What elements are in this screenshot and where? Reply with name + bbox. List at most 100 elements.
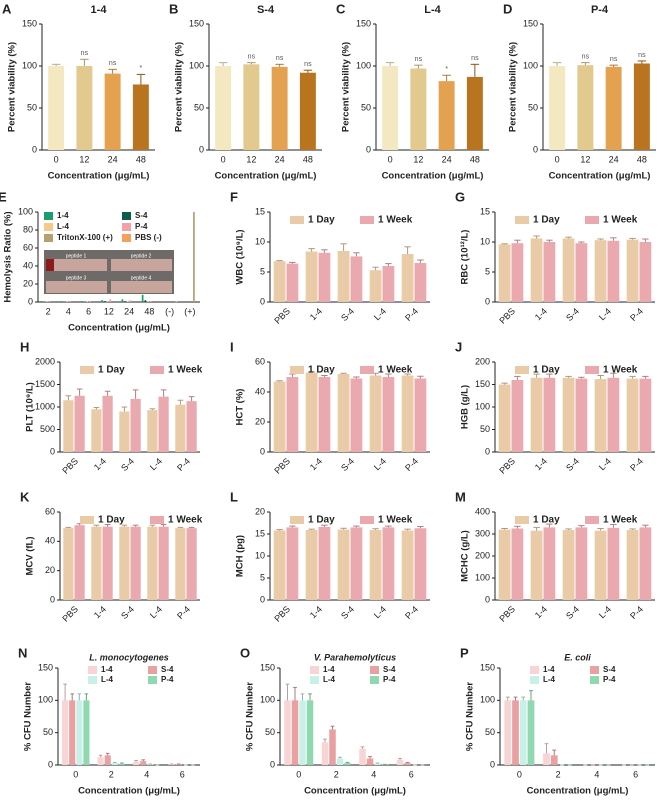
bar <box>104 755 111 765</box>
panel-letter: O <box>240 645 250 660</box>
bar <box>382 527 395 600</box>
bar <box>147 301 149 302</box>
legend-label: P-4 <box>603 675 616 684</box>
legend-label: 1 Day <box>98 365 125 376</box>
bar <box>594 379 607 452</box>
bar <box>74 525 85 600</box>
x-tick-label: L-4 <box>148 456 164 472</box>
bar <box>530 530 543 600</box>
chart-title: 1-4 <box>91 4 108 16</box>
bar <box>594 530 607 600</box>
x-tick-label: 1-4 <box>308 456 324 472</box>
legend-swatch <box>530 666 539 674</box>
y-tick-label: 60 <box>45 506 55 516</box>
bar <box>68 301 71 302</box>
y-axis-label: Hemolysis Ratio (%) <box>3 211 14 302</box>
bar <box>74 395 85 452</box>
y-tick-label: 10 <box>255 550 265 560</box>
bar <box>401 375 414 452</box>
legend-label: 1 Day <box>98 515 125 526</box>
bar <box>550 755 558 765</box>
bar <box>562 530 575 600</box>
bar <box>530 238 543 302</box>
bar <box>594 240 607 302</box>
significance: ns <box>276 55 284 62</box>
y-tick-label: 100 <box>480 695 495 705</box>
bar <box>369 375 382 452</box>
legend-label: 1 Day <box>308 515 335 526</box>
x-tick-label: P-4 <box>403 306 420 323</box>
bar <box>140 761 147 765</box>
y-axis-label: MCH (pg) <box>235 535 246 577</box>
y-tick-label: 20 <box>255 506 265 516</box>
y-tick-label: 400 <box>475 506 490 516</box>
bar <box>369 270 382 302</box>
bar <box>147 526 158 600</box>
legend-label: 1 Week <box>603 515 638 526</box>
bar <box>498 529 511 600</box>
legend-label: L-4 <box>323 675 336 684</box>
bar <box>401 254 414 302</box>
bar <box>291 700 299 765</box>
bar <box>438 81 455 150</box>
bar <box>344 763 351 765</box>
y-tick-label: 150 <box>480 662 495 672</box>
panel-letter: A <box>2 1 12 16</box>
legend-swatch <box>585 516 599 524</box>
legend-swatch <box>88 666 97 674</box>
bar <box>562 377 575 452</box>
bar <box>504 700 512 765</box>
bar <box>543 527 556 600</box>
legend-label: P-4 <box>135 222 148 231</box>
x-tick-label: 12 <box>104 306 114 316</box>
panel-letter: P <box>460 645 469 660</box>
bar <box>130 398 141 452</box>
y-axis-label: Percent viability (%) <box>341 42 352 132</box>
bar <box>91 409 102 452</box>
x-tick-label: 1-4 <box>533 604 549 620</box>
y-tick-label: 0 <box>485 594 490 604</box>
bar <box>414 378 427 452</box>
y-tick-label: 0 <box>260 446 265 456</box>
bar <box>401 530 414 600</box>
legend-label: 1 Week <box>378 215 413 226</box>
x-tick-label: 24 <box>442 154 452 164</box>
legend-label: S-4 <box>603 665 616 674</box>
y-axis-label: MCHC (g/L) <box>460 530 471 582</box>
bar <box>118 763 125 765</box>
y-tick-label: 150 <box>22 18 37 28</box>
panel-letter: F <box>230 189 238 204</box>
y-axis-label: PLT (10⁹/L) <box>25 382 36 432</box>
bar <box>607 527 620 600</box>
legend-label: S-4 <box>135 211 148 220</box>
y-tick-label: 10 <box>255 236 265 246</box>
x-tick-label: 48 <box>144 306 154 316</box>
x-tick-label: (-) <box>165 306 174 316</box>
bar <box>102 395 113 452</box>
x-tick-label: L-4 <box>372 604 388 620</box>
bar <box>215 66 232 150</box>
bar <box>382 377 395 452</box>
legend-label: P-4 <box>383 675 396 684</box>
panel-letter: H <box>20 339 29 354</box>
bar <box>575 243 588 302</box>
y-tick-label: 5 <box>485 266 490 276</box>
x-tick-label: 1-4 <box>92 456 108 472</box>
y-tick-label: 1000 <box>35 401 55 411</box>
x-tick-label: 24 <box>275 154 285 164</box>
significance: ns <box>471 55 479 62</box>
bar <box>549 66 566 150</box>
bar <box>144 300 147 302</box>
y-tick-label: 50 <box>27 102 37 112</box>
bar <box>369 530 382 600</box>
x-tick-label: P-4 <box>175 456 192 473</box>
legend-swatch <box>590 676 599 684</box>
y-tick-label: 2000 <box>35 356 55 366</box>
y-tick-label: 50 <box>43 727 53 737</box>
y-tick-label: 0 <box>260 594 265 604</box>
panel-letter: I <box>230 339 234 354</box>
bar <box>404 763 411 765</box>
significance: ns <box>415 56 423 63</box>
x-tick-label: S-4 <box>564 456 581 473</box>
y-tick-label: 5 <box>260 572 265 582</box>
